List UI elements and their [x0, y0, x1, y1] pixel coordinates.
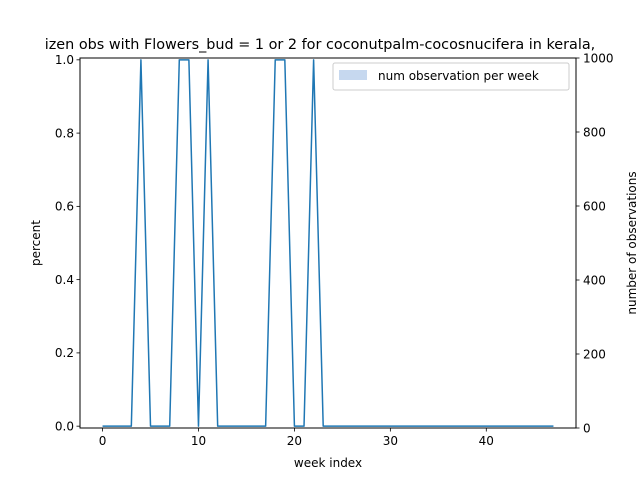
y-tick-label: 0.0: [55, 419, 74, 433]
x-axis-label: week index: [294, 456, 362, 470]
y-tick-label: 1.0: [55, 53, 74, 67]
x-axis-ticks: 0 10 20 30 40: [99, 428, 494, 448]
line-series: [102, 59, 554, 427]
legend: num observation per week: [332, 62, 570, 91]
x-tick-label: 0: [99, 434, 107, 448]
y-axis-ticks: 0.0 0.2 0.4 0.6 0.8 1.0: [55, 53, 80, 433]
y2-tick-label: 800: [583, 125, 606, 139]
y2-tick-label: 600: [583, 199, 606, 213]
x-tick-label: 20: [287, 434, 302, 448]
y2-tick-label: 200: [583, 347, 606, 361]
x-tick-label: 30: [383, 434, 398, 448]
y2-tick-label: 400: [583, 273, 606, 287]
legend-box: [332, 62, 570, 91]
y-tick-label: 0.8: [55, 126, 74, 140]
y2-tick-label: 1000: [583, 51, 614, 65]
y-tick-label: 0.6: [55, 200, 74, 214]
y2-axis-label: number of observations: [625, 171, 639, 314]
x-tick-label: 10: [191, 434, 206, 448]
y-tick-label: 0.4: [55, 273, 74, 287]
y-axis-label: percent: [29, 220, 43, 266]
legend-label: num observation per week: [378, 69, 539, 83]
series-line: [102, 59, 554, 427]
y-tick-label: 0.2: [55, 346, 74, 360]
y2-axis-ticks: 0 200 400 600 800 1000: [576, 51, 614, 435]
plot-frame: [79, 57, 577, 429]
y2-tick-label: 0: [583, 421, 591, 435]
chart-title: izen obs with Flowers_bud = 1 or 2 for c…: [45, 37, 596, 53]
x-tick-label: 40: [479, 434, 494, 448]
legend-swatch: [339, 70, 367, 80]
